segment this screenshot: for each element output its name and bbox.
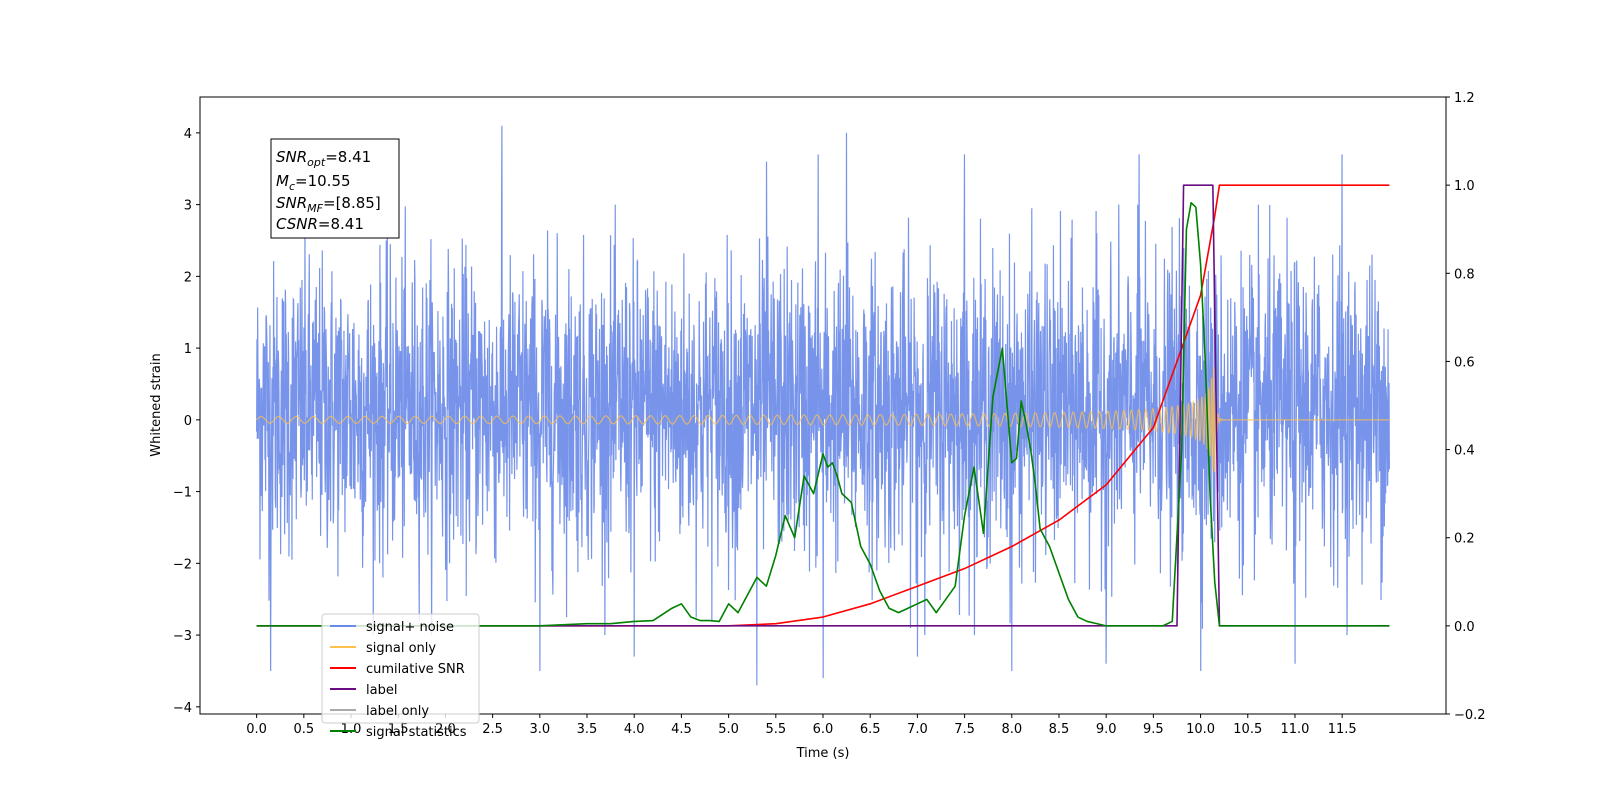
mc-sub: c (289, 180, 295, 193)
x-tick-label: 5.5 (765, 722, 786, 737)
legend-label-signal-statistics: signal statistics (366, 725, 467, 740)
y2-tick-label: 0.8 (1454, 267, 1475, 282)
y-tick-label: 3 (184, 199, 192, 214)
right-axis-series (256, 184, 1390, 627)
x-tick-label: 7.5 (954, 722, 975, 737)
snr-mf-sub: MF (307, 202, 323, 215)
info-box: SNRopt=8.41 Mc=10.55 SNRMF=[8.85] CSNR=8… (270, 138, 400, 239)
x-tick-label: 0.0 (246, 722, 267, 737)
cumilative-snr-line (256, 184, 1390, 627)
x-axis-ticks: 0.0 0.5 1.0 1.5 2.0 2.5 3.0 3.5 4.0 4.5 5.0 5.5 6.0 6… (246, 714, 1357, 737)
signal-statistics-line (256, 201, 1390, 627)
info-box-frame (270, 138, 400, 239)
legend-label-label-only: label only (366, 704, 429, 719)
x-tick-label: 10.0 (1186, 722, 1215, 737)
y-tick-label: 1 (184, 342, 192, 357)
x-axis-label: Time (s) (796, 746, 850, 761)
signal-noise-series (256, 125, 1390, 686)
csnr-text: CSNR=8.41 (276, 215, 364, 233)
mc-text: Mc=10.55 (276, 172, 351, 193)
y-axis-label: Whitened strain (149, 353, 164, 456)
y-tick-label: −3 (173, 629, 192, 644)
y2-axis-ticks: −0.2 0.0 0.2 0.4 0.6 0.8 1.0 1.2 (1446, 91, 1486, 723)
y-tick-label: 2 (184, 270, 192, 285)
series-layer (256, 125, 1390, 686)
y2-tick-label: 0.0 (1454, 620, 1475, 635)
snr-mf-value: =[8.85] (323, 194, 381, 212)
y2-tick-label: 1.2 (1454, 91, 1475, 106)
mc-value: =10.55 (295, 172, 351, 190)
snr-mf-text: SNRMF=[8.85] (276, 194, 381, 215)
csnr-value: =8.41 (318, 215, 364, 233)
y2-tick-label: 0.6 (1454, 355, 1475, 370)
x-tick-label: 8.5 (1049, 722, 1070, 737)
y2-tick-label: 0.2 (1454, 532, 1475, 547)
x-tick-label: 3.5 (577, 722, 598, 737)
signal-only-series (256, 366, 1390, 473)
y2-tick-label: −0.2 (1454, 708, 1486, 723)
signal-only-line (256, 366, 1390, 473)
snr-opt-value: =8.41 (325, 148, 371, 166)
x-tick-label: 11.5 (1328, 722, 1357, 737)
legend-label-signal-only: signal only (366, 641, 436, 656)
legend-label-cumilative-snr: cumilative SNR (366, 662, 465, 677)
x-tick-label: 9.5 (1143, 722, 1164, 737)
snr-opt-sub: opt (307, 156, 326, 169)
y-axis-ticks: −4 −3 −2 −1 0 1 2 3 4 (173, 127, 200, 716)
x-tick-label: 9.0 (1096, 722, 1117, 737)
x-tick-label: 4.0 (624, 722, 645, 737)
snr-opt-text: SNRopt=8.41 (276, 148, 371, 169)
y2-tick-label: 0.4 (1454, 444, 1475, 459)
x-tick-label: 6.0 (813, 722, 834, 737)
legend: signal+ noise signal only cumilative SNR la… (321, 613, 480, 740)
x-tick-label: 8.0 (1001, 722, 1022, 737)
y-tick-label: −1 (173, 486, 192, 501)
y-tick-label: 0 (184, 414, 192, 429)
y2-tick-label: 1.0 (1454, 179, 1475, 194)
snr-mf-label: SNR (276, 194, 307, 212)
x-tick-label: 1.0 (341, 722, 362, 737)
x-tick-label: 0.5 (293, 722, 314, 737)
x-tick-label: 10.5 (1233, 722, 1262, 737)
x-tick-label: 6.5 (860, 722, 881, 737)
x-tick-label: 1.5 (388, 722, 409, 737)
x-tick-label: 11.0 (1280, 722, 1309, 737)
legend-items: signal+ noise signal only cumilative SNR la… (330, 620, 467, 740)
y-tick-label: −4 (173, 701, 192, 716)
signal-noise-line (256, 125, 1390, 686)
x-tick-label: 2.0 (435, 722, 456, 737)
x-tick-label: 5.0 (718, 722, 739, 737)
x-tick-label: 2.5 (482, 722, 503, 737)
legend-frame (321, 613, 480, 724)
legend-label-signal-noise: signal+ noise (366, 620, 454, 635)
mc-label: M (276, 172, 289, 190)
snr-opt-label: SNR (276, 148, 307, 166)
x-tick-label: 7.0 (907, 722, 928, 737)
y-tick-label: 4 (184, 127, 192, 142)
x-tick-label: 3.0 (529, 722, 550, 737)
csnr-label: CSNR (276, 215, 318, 233)
y-tick-label: −2 (173, 557, 192, 572)
legend-label-label: label (366, 683, 397, 698)
x-tick-label: 4.5 (671, 722, 692, 737)
